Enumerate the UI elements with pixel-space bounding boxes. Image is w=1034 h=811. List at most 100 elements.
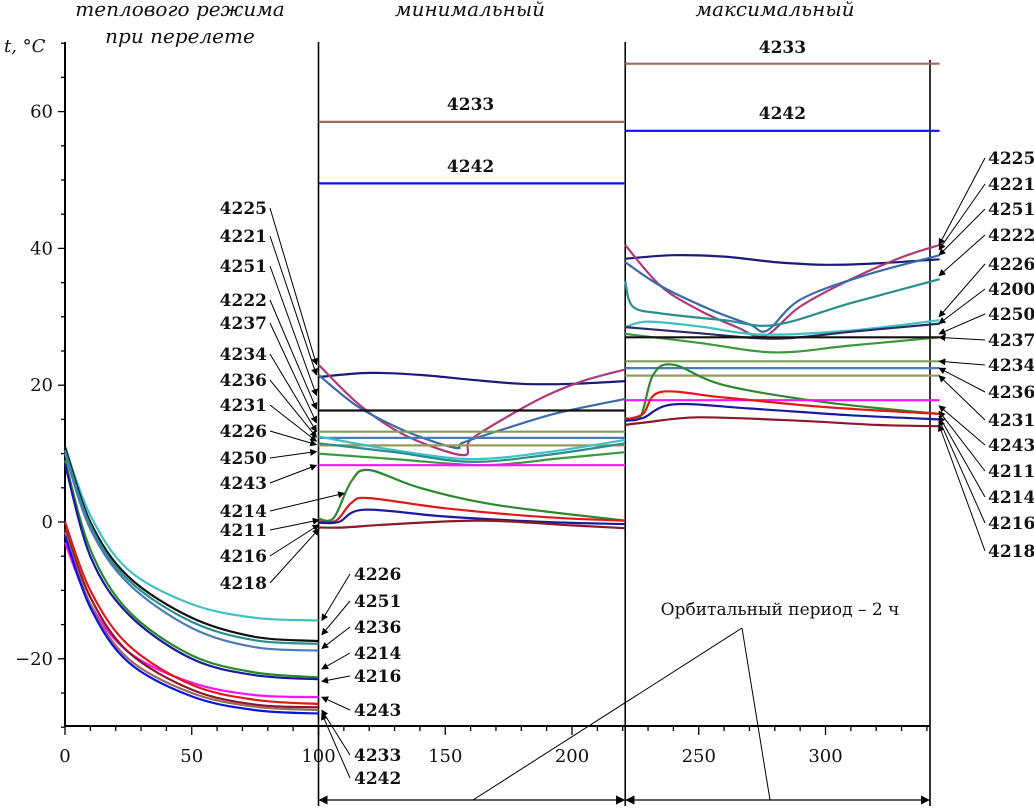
left-series-label: 4243 — [220, 474, 267, 494]
orbital-period-annotation: Орбитальный период – 2 ч — [318, 600, 930, 805]
y-axis-label-text: t, °C — [4, 36, 46, 57]
left-series-label: 4211 — [220, 521, 267, 541]
orbital-period-pointer — [472, 627, 743, 801]
max-series-4211 — [624, 390, 940, 421]
right-series-arrow — [938, 157, 986, 246]
phase-header-line: минимальный — [395, 0, 545, 21]
min-series-4221 — [317, 374, 626, 450]
right-series-label: 4237 — [988, 331, 1034, 351]
series-labels: 4233 4242 4233 4242 4225 4221 4251 4222 4237 4234… — [220, 38, 1034, 789]
right-series-label: 4236 — [988, 383, 1034, 403]
right-series-arrow — [938, 418, 986, 524]
phase-header-line: максимальный — [695, 0, 854, 21]
phase-header-line: при перелете — [105, 24, 255, 48]
right-series-arrow — [938, 358, 986, 366]
right-series-label: 4221 — [988, 175, 1034, 195]
left-series-label: 4236 — [220, 371, 267, 391]
left-series-label: 4218 — [220, 574, 267, 594]
left-low-series-arrow — [321, 675, 351, 684]
right-series-arrow — [938, 183, 986, 251]
left-series-label: 4221 — [220, 227, 267, 247]
left-series-label: 4234 — [220, 345, 267, 365]
left-low-series-label: 4243 — [354, 701, 401, 721]
flight-series-4236 — [63, 453, 319, 652]
right-series-arrow — [938, 375, 986, 421]
orbital-period-pointer — [741, 627, 771, 801]
right-series-label: 4243 — [988, 436, 1034, 456]
left-series-label: 4250 — [220, 449, 267, 469]
right-series-label: 4234 — [988, 356, 1034, 376]
max-series-4221 — [624, 254, 940, 333]
phase-headers: теплового режима при перелете минимальный м… — [75, 0, 854, 48]
max-series-4251 — [624, 278, 940, 327]
max-series-4225 — [624, 243, 940, 338]
phase-header-line: теплового режима — [75, 0, 284, 21]
max-series-4216 — [625, 402, 940, 422]
left-series-label: 4251 — [220, 257, 267, 277]
flight-series-4218 — [63, 528, 319, 709]
left-series-arrow — [269, 353, 317, 433]
right-series-label: 4218 — [988, 542, 1034, 562]
left-series-arrow — [269, 491, 346, 512]
right-series-label: 4216 — [988, 514, 1034, 534]
left-low-series-arrow — [321, 626, 351, 649]
left-low-series-arrow — [321, 600, 351, 636]
right-series-label: 4225 — [988, 149, 1034, 169]
left-series-label: 4222 — [220, 291, 267, 311]
right-series-arrow — [938, 410, 986, 472]
axes: −20 0 20 40 60 0 50 100 150 200 250 300 — [15, 42, 931, 806]
left-low-series-label: 4233 — [354, 746, 401, 766]
right-series-arrow — [938, 288, 986, 325]
left-series-arrow — [269, 528, 320, 584]
min-series-4216 — [318, 508, 626, 526]
y-tick-label: −20 — [15, 649, 53, 670]
left-low-series-label: 4251 — [354, 592, 401, 612]
flight-series-4211 — [63, 521, 319, 705]
right-series-arrow — [938, 367, 986, 393]
inline-series-label: 4233 — [447, 95, 494, 115]
y-tick-label: 0 — [42, 512, 53, 533]
left-series-label: 4216 — [220, 547, 267, 567]
right-series-arrow — [938, 313, 986, 335]
x-tick-label: 250 — [682, 746, 716, 767]
left-series-arrow — [269, 524, 320, 557]
right-series-label: 4211 — [988, 462, 1034, 482]
right-series-arrow — [938, 263, 986, 318]
min-series-4211 — [318, 496, 626, 524]
left-low-series-label: 4236 — [354, 618, 401, 638]
y-tick-label: 20 — [30, 375, 53, 396]
left-low-series-label: 4226 — [354, 565, 401, 585]
left-series-arrow — [269, 448, 318, 459]
inline-series-label: 4242 — [447, 157, 494, 177]
y-tick-label: 60 — [30, 102, 53, 123]
right-series-label: 4231 — [988, 411, 1034, 431]
right-series-arrow — [937, 424, 986, 552]
left-series-arrow — [269, 404, 318, 442]
left-series-arrow — [269, 517, 320, 531]
right-series-label: 4250 — [988, 305, 1034, 325]
left-series-arrow — [269, 379, 317, 438]
x-tick-label: 50 — [180, 746, 203, 767]
left-series-arrow — [269, 322, 318, 424]
left-series-arrow — [269, 265, 318, 397]
max-series-4226 — [624, 319, 940, 336]
left-series-label: 4214 — [220, 502, 267, 522]
x-tick-label: 0 — [59, 746, 70, 767]
max-series-4200 — [625, 322, 940, 340]
left-low-series-label: 4214 — [354, 644, 401, 664]
left-series-arrow — [269, 207, 319, 366]
left-low-series-arrow — [321, 573, 351, 622]
flight-series-4216 — [63, 463, 319, 681]
max-series-4222 — [625, 254, 940, 266]
left-series-arrow — [269, 430, 318, 447]
right-series-arrow — [938, 208, 986, 256]
orbital-period-text: Орбитальный период – 2 ч — [661, 600, 900, 620]
inline-series-label: 4233 — [759, 38, 806, 58]
left-low-series-label: 4242 — [354, 769, 401, 789]
right-series-arrow — [938, 334, 986, 342]
left-series-arrow — [269, 464, 318, 484]
left-low-series-arrow — [321, 696, 351, 711]
min-series-4251 — [318, 442, 626, 463]
right-series-label: 4214 — [988, 488, 1034, 508]
